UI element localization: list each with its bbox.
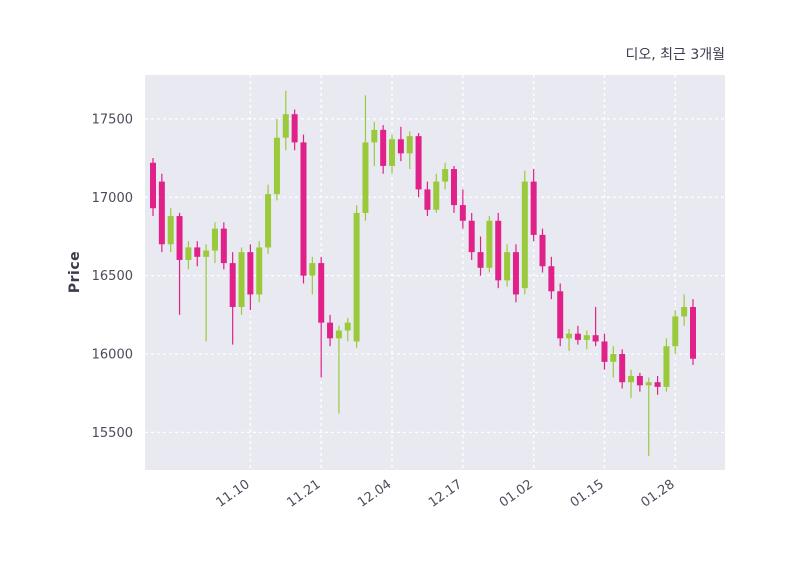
candle-body-up (256, 247, 263, 295)
candle-body-up (566, 333, 573, 339)
candle-body-up (389, 139, 396, 166)
candle-body-down (654, 382, 661, 387)
candle-body-up (344, 322, 351, 331)
chart-title: 디오, 최근 3개월 (625, 47, 725, 63)
candle-body-up (433, 181, 440, 210)
x-tick-label: 01.28 (638, 477, 677, 511)
candle-body-down (380, 129, 387, 166)
y-tick-label: 16000 (92, 348, 133, 363)
candle-body-up (583, 335, 590, 340)
candle-body-down (477, 252, 484, 268)
x-tick-label: 12.17 (426, 477, 465, 511)
candle-body-up (273, 137, 280, 195)
candle-body-up (610, 354, 617, 362)
candle-body-down (150, 162, 156, 209)
candle-body-up (335, 330, 342, 339)
candle-body-up (211, 228, 218, 251)
x-tick-label: 11.10 (214, 477, 253, 511)
candle-body-down (619, 354, 626, 383)
candle-body-up (265, 194, 272, 248)
candle-body-up (521, 181, 528, 289)
candle-body-up (362, 142, 369, 213)
candle-body-up (185, 247, 192, 260)
candle-body-down (291, 114, 298, 143)
candle-body-down (318, 263, 325, 323)
candle-body-up (309, 263, 316, 276)
candle-body-up (203, 250, 210, 257)
candle-body-up (282, 114, 289, 138)
candle-body-down (592, 335, 599, 342)
y-tick-label: 17000 (92, 191, 133, 206)
candle-body-up (406, 136, 413, 154)
x-tick-label: 01.15 (568, 477, 607, 511)
candle-body-up (442, 169, 449, 182)
candle-body-down (158, 181, 165, 245)
candle-body-down (636, 375, 643, 386)
candle-body-down (424, 189, 431, 210)
candle-body-down (229, 263, 236, 307)
candle-body-down (557, 291, 564, 339)
candle-body-down (574, 333, 581, 340)
candle-body-up (681, 306, 688, 317)
candle-body-down (601, 341, 608, 362)
candle-body-down (459, 205, 466, 221)
candle-body-down (450, 169, 457, 206)
candle-body-up (371, 129, 378, 143)
candle-body-down (530, 181, 537, 235)
candle-body-down (397, 139, 404, 154)
candle-body-down (690, 306, 696, 359)
y-tick-label: 15500 (92, 426, 133, 441)
candle-body-down (300, 142, 307, 276)
candle-body-down (415, 136, 422, 190)
candle-body-up (672, 316, 679, 347)
candle-body-down (495, 220, 502, 281)
candle-body-up (504, 252, 511, 281)
candle-body-up (663, 346, 670, 387)
x-tick-label: 12.04 (355, 477, 394, 511)
candle-body-up (645, 382, 652, 386)
x-tick-label: 11.21 (284, 477, 323, 511)
candle-body-up (486, 220, 493, 268)
candle-body-down (176, 216, 183, 260)
candle-body-down (548, 266, 555, 292)
candle-body-up (628, 375, 635, 383)
candle-body-up (167, 216, 174, 245)
y-tick-label: 17500 (92, 112, 133, 127)
candle-body-down (512, 252, 519, 295)
candle-body-down (194, 247, 201, 257)
candle-body-down (247, 252, 254, 295)
candle-body-up (353, 212, 360, 342)
y-tick-label: 16500 (92, 269, 133, 284)
x-tick-label: 01.02 (497, 477, 536, 511)
y-axis-label: Price (67, 250, 83, 294)
candle-body-down (327, 322, 334, 339)
candle-body-down (468, 220, 475, 253)
candle-body-up (238, 252, 245, 307)
candle-body-down (220, 228, 227, 264)
candle-body-down (539, 234, 546, 267)
